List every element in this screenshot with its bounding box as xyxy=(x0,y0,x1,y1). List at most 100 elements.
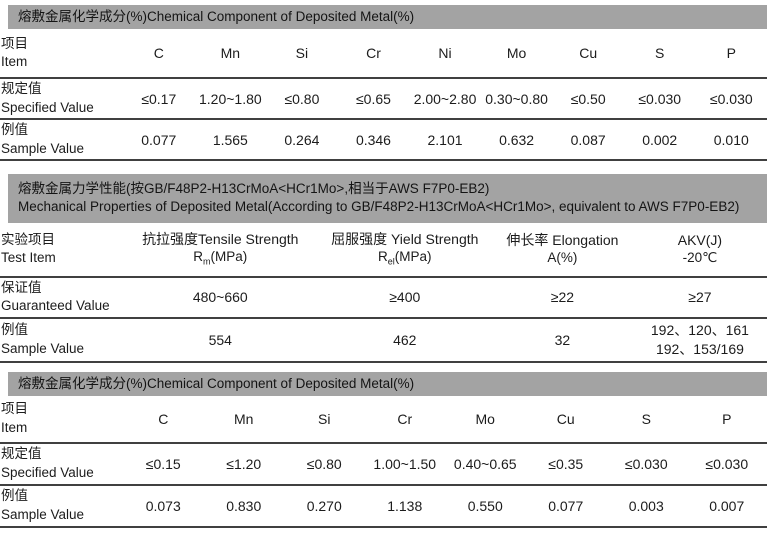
value-cell: 462 xyxy=(318,332,492,348)
table1-specified-row: 规定值 Specified Value ≤0.17 1.20~1.80 ≤0.8… xyxy=(0,79,767,120)
col-header-s: S xyxy=(606,411,687,427)
label-en: Sample Value xyxy=(1,340,123,359)
col-header-elongation: 伸长率 Elongation A(%) xyxy=(492,231,633,267)
table2-header-row: 实验项目 Test Item 抗拉强度Tensile Strength Rm(M… xyxy=(0,223,767,278)
value-cell: 0.40~0.65 xyxy=(445,456,526,472)
value-cell: 0.077 xyxy=(123,132,195,148)
section3-title: 熔敷金属化学成分(%)Chemical Component of Deposit… xyxy=(18,376,414,391)
value-cell: 1.138 xyxy=(365,498,446,514)
label-en: Specified Value xyxy=(1,99,123,118)
col-header-cu: Cu xyxy=(526,411,607,427)
value-cell: ≤0.80 xyxy=(284,456,365,472)
table-mechanical: 实验项目 Test Item 抗拉强度Tensile Strength Rm(M… xyxy=(0,223,767,363)
label-zh: 保证值 xyxy=(1,279,123,298)
value-cell: 0.073 xyxy=(123,498,204,514)
guaranteed-value-label: 保证值 Guaranteed Value xyxy=(0,279,123,316)
col-header-mn: Mn xyxy=(195,45,267,61)
col-header-s: S xyxy=(624,45,696,61)
value-cell: ≤0.030 xyxy=(696,91,767,107)
value-cell: 2.00~2.80 xyxy=(409,91,481,107)
item-label-en: Item xyxy=(1,419,123,438)
col-header-akv: AKV(J) -20℃ xyxy=(633,231,767,267)
table2-sample-row: 例值 Sample Value 554 462 32 192、120、161 1… xyxy=(0,319,767,363)
label-en: Guaranteed Value xyxy=(1,297,123,316)
col-header-cr: Cr xyxy=(338,45,410,61)
col-header-si: Si xyxy=(266,45,338,61)
table2-guaranteed-row: 保证值 Guaranteed Value 480~660 ≥400 ≥22 ≥2… xyxy=(0,278,767,319)
col-header-c: C xyxy=(123,45,195,61)
value-cell: ≤0.50 xyxy=(552,91,624,107)
yield-symbol: Rel(MPa) xyxy=(318,248,492,268)
section-chemical-2: 熔敷金属化学成分(%)Chemical Component of Deposit… xyxy=(0,372,767,528)
akv-values-line2: 192、153/169 xyxy=(633,340,767,358)
yield-title: 屈服强度 Yield Strength xyxy=(318,230,492,248)
value-cell: ≤1.20 xyxy=(204,456,285,472)
label-en: Sample Value xyxy=(1,140,123,159)
specified-value-label: 规定值 Specified Value xyxy=(0,80,123,117)
akv-values-line1: 192、120、161 xyxy=(633,321,767,339)
value-cell: 0.830 xyxy=(204,498,285,514)
value-cell: ≥22 xyxy=(492,289,633,305)
akv-value-cell: 192、120、161 192、153/169 xyxy=(633,321,767,357)
label-en: Sample Value xyxy=(1,506,123,525)
table-chemical-2: 项目 Item C Mn Si Cr Mo Cu S P 规定值 Specifi… xyxy=(0,396,767,528)
datasheet-page: 熔敷金属化学成分(%)Chemical Component of Deposit… xyxy=(0,5,767,528)
col-header-yield: 屈服强度 Yield Strength Rel(MPa) xyxy=(318,230,492,269)
table3-item-header: 项目 Item xyxy=(0,400,123,437)
table3-header-row: 项目 Item C Mn Si Cr Mo Cu S P xyxy=(0,396,767,444)
value-cell: 480~660 xyxy=(123,289,318,305)
table1-item-header: 项目 Item xyxy=(0,35,123,72)
value-cell: 0.077 xyxy=(526,498,607,514)
col-header-c: C xyxy=(123,411,204,427)
value-cell: 554 xyxy=(123,332,318,348)
label-zh: 例值 xyxy=(1,487,123,506)
table1-sample-row: 例值 Sample Value 0.077 1.565 0.264 0.346 … xyxy=(0,120,767,161)
table3-sample-row: 例值 Sample Value 0.073 0.830 0.270 1.138 … xyxy=(0,486,767,528)
item-label-zh: 项目 xyxy=(1,35,123,54)
value-cell: 0.270 xyxy=(284,498,365,514)
value-cell: 0.007 xyxy=(687,498,767,514)
col-header-mo: Mo xyxy=(445,411,526,427)
value-cell: 0.550 xyxy=(445,498,526,514)
label-zh: 规定值 xyxy=(1,80,123,99)
test-item-header: 实验项目 Test Item xyxy=(0,231,123,268)
elongation-symbol: A(%) xyxy=(492,249,633,267)
item-label-en: Item xyxy=(1,53,123,72)
col-header-cu: Cu xyxy=(552,45,624,61)
label-zh: 例值 xyxy=(1,121,123,140)
col-header-p: P xyxy=(687,411,767,427)
value-cell: 1.565 xyxy=(195,132,267,148)
sample-value-label: 例值 Sample Value xyxy=(0,321,123,358)
akv-temperature: -20℃ xyxy=(633,249,767,267)
value-cell: ≥27 xyxy=(633,289,767,305)
item-label-en: Test Item xyxy=(1,249,123,268)
value-cell: ≤0.17 xyxy=(123,91,195,107)
col-header-mn: Mn xyxy=(204,411,285,427)
value-cell: 0.632 xyxy=(481,132,553,148)
value-cell: 1.20~1.80 xyxy=(195,91,267,107)
value-cell: 0.264 xyxy=(266,132,338,148)
col-header-ni: Ni xyxy=(409,45,481,61)
table-chemical-1: 项目 Item C Mn Si Cr Ni Mo Cu S P 规定值 Spec… xyxy=(0,29,767,161)
sample-value-label: 例值 Sample Value xyxy=(0,121,123,158)
col-header-si: Si xyxy=(284,411,365,427)
table1-header-row: 项目 Item C Mn Si Cr Ni Mo Cu S P xyxy=(0,29,767,79)
col-header-p: P xyxy=(696,45,767,61)
col-header-mo: Mo xyxy=(481,45,553,61)
value-cell: ≤0.030 xyxy=(606,456,687,472)
label-zh: 例值 xyxy=(1,321,123,340)
tensile-symbol: Rm(MPa) xyxy=(123,248,318,268)
section1-title: 熔敷金属化学成分(%)Chemical Component of Deposit… xyxy=(18,9,414,24)
akv-title: AKV(J) xyxy=(633,231,767,249)
col-header-tensile: 抗拉强度Tensile Strength Rm(MPa) xyxy=(123,230,318,269)
section2-title-zh: 熔敷金属力学性能(按GB/F48P2-H13CrMoA<HCr1Mo>,相当于A… xyxy=(18,180,757,198)
tensile-title: 抗拉强度Tensile Strength xyxy=(123,230,318,248)
value-cell: ≤0.80 xyxy=(266,91,338,107)
section3-title-bar: 熔敷金属化学成分(%)Chemical Component of Deposit… xyxy=(8,372,767,396)
value-cell: 0.010 xyxy=(696,132,767,148)
value-cell: 32 xyxy=(492,332,633,348)
table3-specified-row: 规定值 Specified Value ≤0.15 ≤1.20 ≤0.80 1.… xyxy=(0,444,767,486)
elongation-title: 伸长率 Elongation xyxy=(492,231,633,249)
section2-title-bar: 熔敷金属力学性能(按GB/F48P2-H13CrMoA<HCr1Mo>,相当于A… xyxy=(8,174,767,222)
label-en: Specified Value xyxy=(1,464,123,483)
